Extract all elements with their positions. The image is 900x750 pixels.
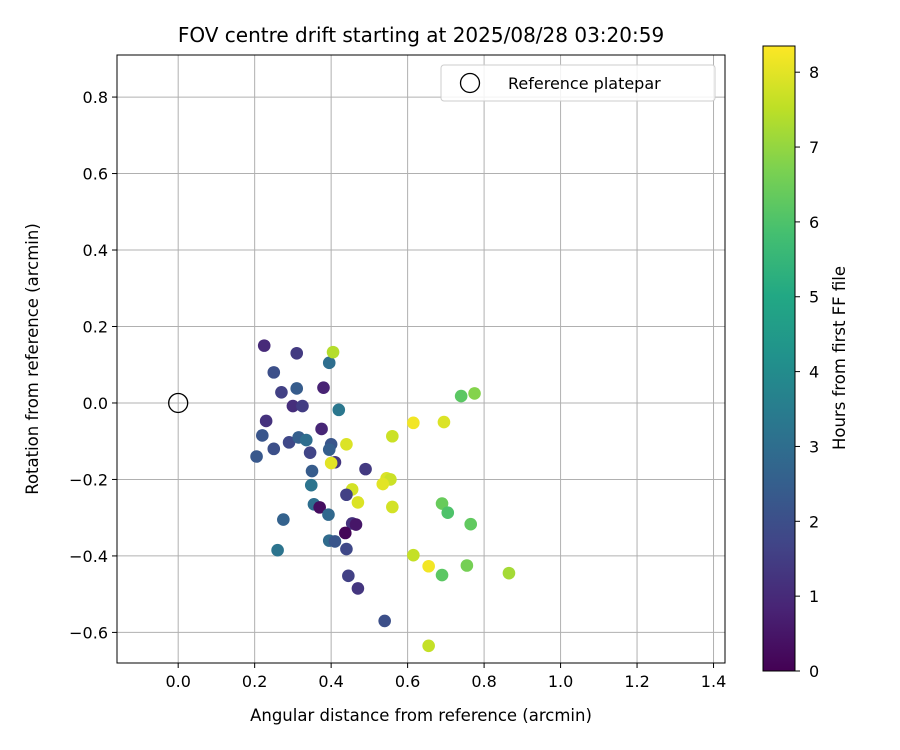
grid xyxy=(117,55,725,663)
data-point xyxy=(303,446,317,459)
y-tick-label: 0.6 xyxy=(83,165,108,184)
x-tick-label: 0.6 xyxy=(395,672,420,691)
data-point xyxy=(359,462,372,476)
data-point xyxy=(267,366,281,379)
data-point xyxy=(304,478,318,492)
colorbar-frame xyxy=(762,45,796,672)
y-tick-label: 0.8 xyxy=(83,88,108,107)
y-tick-label: 0.2 xyxy=(83,317,108,336)
legend-label-reference: Reference platepar xyxy=(508,74,661,93)
x-tick-label: 0.4 xyxy=(318,672,343,691)
data-point xyxy=(267,442,281,456)
colorbar-tick-label: 6 xyxy=(809,213,819,232)
data-point xyxy=(502,566,516,580)
data-point xyxy=(407,548,420,562)
data-point xyxy=(435,568,449,582)
data-point xyxy=(338,526,352,540)
data-point xyxy=(376,477,390,491)
colorbar-tick-label: 4 xyxy=(809,363,819,382)
legend: Reference platepar xyxy=(440,64,716,102)
data-point xyxy=(299,433,313,447)
data-point xyxy=(328,535,342,548)
chart-title: FOV centre drift starting at 2025/08/28 … xyxy=(178,23,664,47)
y-tick-label: 0.0 xyxy=(83,394,108,413)
data-point xyxy=(257,339,271,352)
data-point xyxy=(324,456,338,470)
y-tick-label: −0.2 xyxy=(69,470,108,489)
data-point xyxy=(290,382,304,395)
data-point xyxy=(256,429,269,442)
x-tick-label: 0.2 xyxy=(242,672,267,691)
reference-platepar-marker-layer xyxy=(168,392,189,414)
colorbar-tick-label: 2 xyxy=(809,512,819,531)
data-point xyxy=(340,437,353,451)
x-tick-label: 0.8 xyxy=(471,672,496,691)
colorbar-label: Hours from first FF file xyxy=(830,266,849,450)
x-tick-label: 1.0 xyxy=(548,672,573,691)
data-point xyxy=(322,508,335,521)
data-point xyxy=(322,443,336,456)
data-point xyxy=(315,422,328,436)
data-point xyxy=(351,496,365,509)
data-point xyxy=(454,389,468,403)
colorbar-tick-label: 5 xyxy=(809,288,819,307)
data-point xyxy=(326,345,340,359)
data-point xyxy=(259,414,273,428)
data-point xyxy=(313,501,326,514)
data-point xyxy=(386,429,399,443)
data-point xyxy=(340,488,353,502)
data-point xyxy=(460,559,474,572)
data-point xyxy=(322,356,336,370)
data-point xyxy=(296,399,309,413)
data-point xyxy=(250,450,263,463)
x-tick-label: 1.4 xyxy=(701,672,726,691)
colorbar-tick-label: 3 xyxy=(809,437,819,456)
reference-platepar-marker xyxy=(168,392,189,414)
data-point xyxy=(277,513,290,526)
data-point xyxy=(378,614,391,628)
data-point xyxy=(282,436,296,449)
x-tick-label: 1.2 xyxy=(624,672,649,691)
data-point xyxy=(305,464,319,478)
data-point xyxy=(286,399,300,413)
colorbar-tick-label: 7 xyxy=(809,138,819,157)
data-point xyxy=(422,639,435,653)
data-point xyxy=(332,403,346,417)
x-axis-label: Angular distance from reference (arcmin) xyxy=(250,706,592,725)
y-tick-label: −0.6 xyxy=(69,623,108,642)
data-points xyxy=(250,339,516,653)
data-point xyxy=(349,518,363,531)
y-tick-label: −0.4 xyxy=(69,547,108,566)
data-point xyxy=(275,385,288,399)
data-point xyxy=(342,569,355,583)
data-point xyxy=(441,506,455,520)
colorbar-tick-label: 8 xyxy=(809,63,819,82)
data-point xyxy=(407,416,420,430)
y-tick-label: 0.4 xyxy=(83,241,108,260)
data-point xyxy=(271,543,284,557)
data-point xyxy=(290,346,304,360)
colorbar-gradient xyxy=(763,46,795,671)
colorbar: 0 1 2 3 4 5 6 7 8 Hours from first FF file xyxy=(762,45,849,681)
plot-frame xyxy=(116,54,726,664)
colorbar-tick-label: 1 xyxy=(809,587,819,606)
data-point xyxy=(464,517,478,531)
data-point xyxy=(422,559,435,573)
data-point xyxy=(468,387,481,400)
data-point xyxy=(386,500,399,514)
data-point xyxy=(351,582,365,595)
data-point xyxy=(437,415,451,429)
y-axis-label: Rotation from reference (arcmin) xyxy=(23,223,42,495)
data-point xyxy=(435,497,449,510)
legend-marker-reference xyxy=(459,72,481,94)
data-point xyxy=(317,381,330,394)
colorbar-tick-label: 0 xyxy=(809,662,819,681)
axis-ticks: 0.0 0.2 0.4 0.6 0.8 1.0 1.2 1.4 −0.6 −0.4 −0.2 0.0 0… xyxy=(69,88,726,691)
x-tick-label: 0.0 xyxy=(165,672,190,691)
legend-box xyxy=(440,64,716,102)
data-point xyxy=(340,542,353,556)
colorbar-ticks: 0 1 2 3 4 5 6 7 8 xyxy=(795,63,819,681)
